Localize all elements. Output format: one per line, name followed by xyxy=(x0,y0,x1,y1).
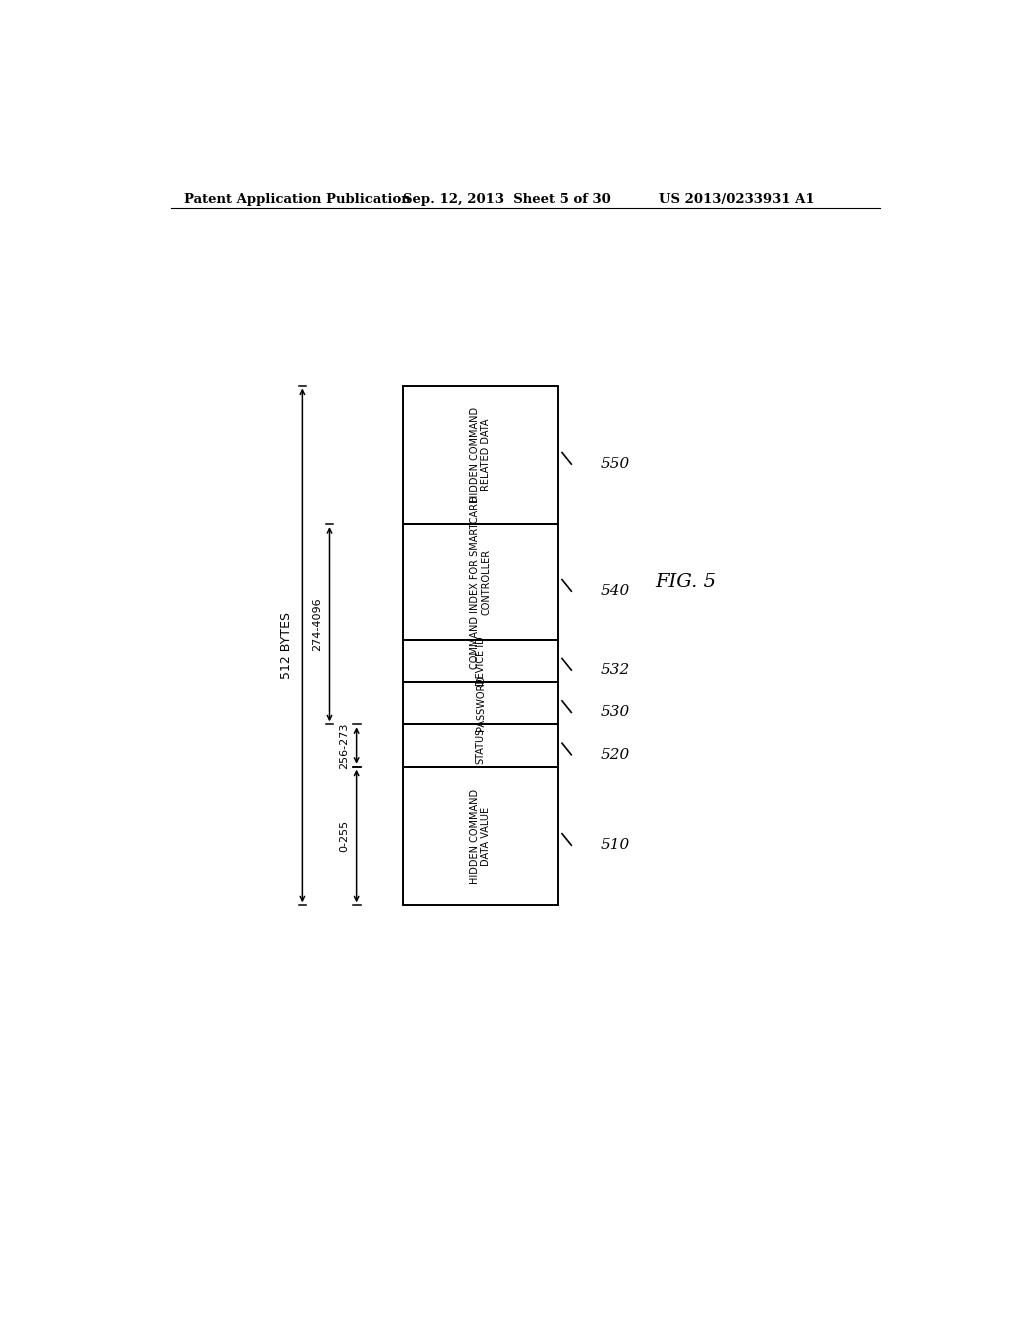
Text: FIG. 5: FIG. 5 xyxy=(655,573,716,591)
Bar xyxy=(403,640,558,682)
Bar xyxy=(403,385,558,524)
Text: 520: 520 xyxy=(601,747,630,762)
Text: Sep. 12, 2013  Sheet 5 of 30: Sep. 12, 2013 Sheet 5 of 30 xyxy=(403,193,611,206)
Text: STATUS: STATUS xyxy=(475,727,485,764)
Text: PASSWORD: PASSWORD xyxy=(475,675,485,731)
Text: HIDDEN COMMAND
DATA VALUE: HIDDEN COMMAND DATA VALUE xyxy=(470,788,492,883)
Bar xyxy=(403,767,558,906)
Text: HIDDEN COMMAND
RELATED DATA: HIDDEN COMMAND RELATED DATA xyxy=(470,408,492,503)
Text: DEVICE ID: DEVICE ID xyxy=(475,636,485,685)
Text: 532: 532 xyxy=(601,663,630,677)
Text: COMMAND INDEX FOR SMARTCARD
CONTROLLER: COMMAND INDEX FOR SMARTCARD CONTROLLER xyxy=(470,495,492,669)
Text: 540: 540 xyxy=(601,585,630,598)
Text: 510: 510 xyxy=(601,838,630,853)
Text: US 2013/0233931 A1: US 2013/0233931 A1 xyxy=(658,193,814,206)
Text: 530: 530 xyxy=(601,705,630,719)
Text: 0-255: 0-255 xyxy=(339,820,349,853)
Text: Patent Application Publication: Patent Application Publication xyxy=(183,193,411,206)
Text: 512 BYTES: 512 BYTES xyxy=(281,612,293,678)
Text: 274-4096: 274-4096 xyxy=(311,598,322,651)
Bar xyxy=(403,682,558,725)
Bar xyxy=(403,725,558,767)
Text: 256-273: 256-273 xyxy=(339,722,349,768)
Text: 550: 550 xyxy=(601,457,630,471)
Bar xyxy=(403,524,558,640)
